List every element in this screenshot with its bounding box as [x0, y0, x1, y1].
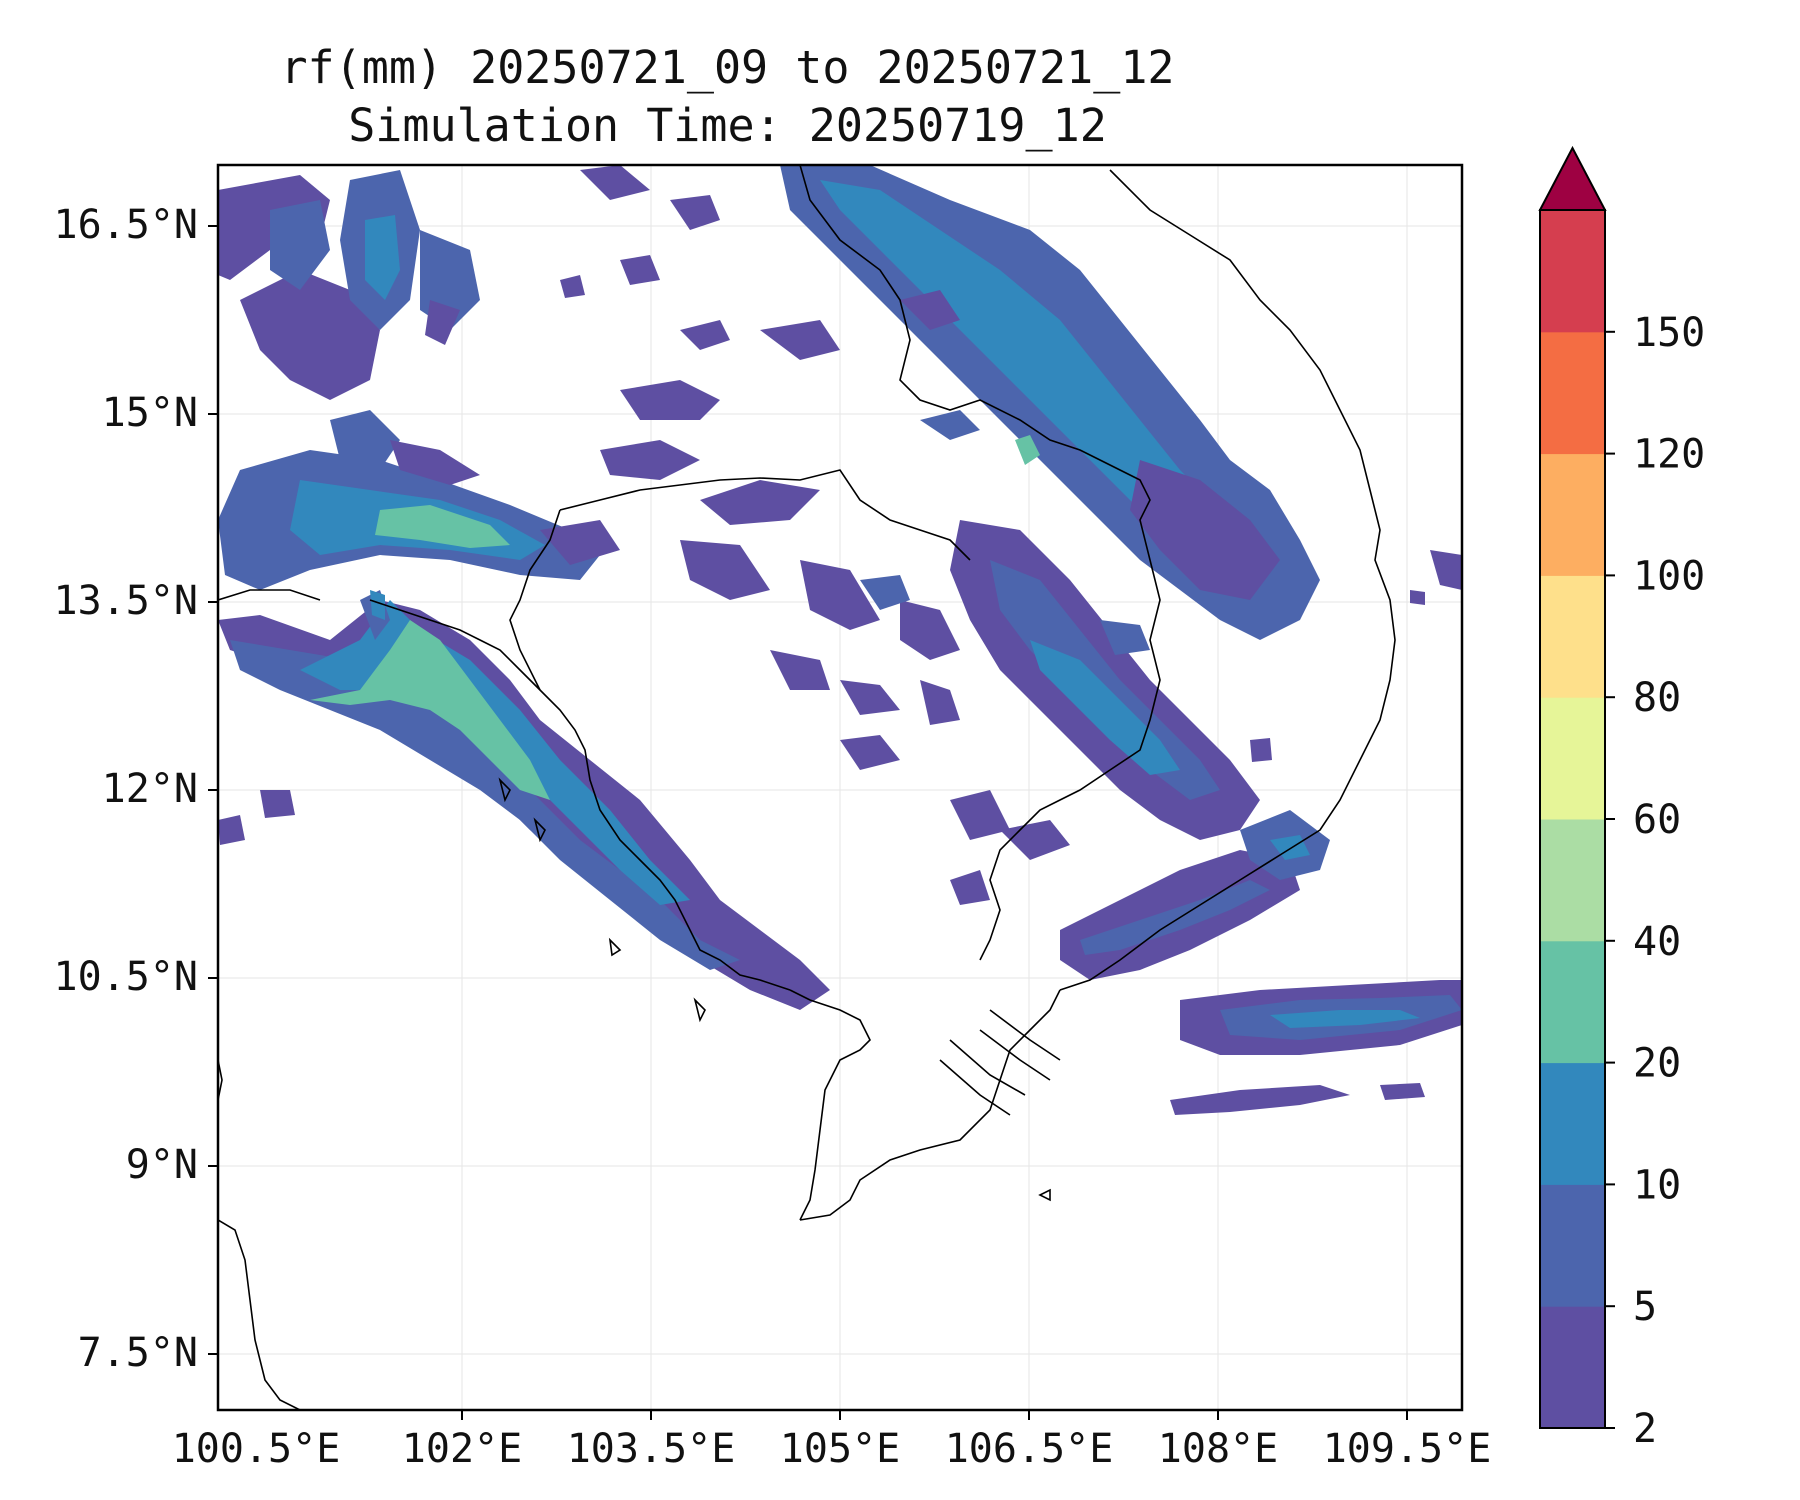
map-subtitle: Simulation Time: 20250719_12: [348, 99, 1107, 152]
thailand-cambodia-border: [559, 469, 971, 561]
colorbar-segment: [1540, 453, 1605, 576]
colorbar-segment: [1540, 819, 1605, 942]
rain-area-east: [780, 165, 1320, 640]
latitude-axis: 16.5°N 15°N 13.5°N 12°N 10.5°N 9°N 7.5°N: [54, 202, 218, 1376]
cambodia-vietnam-border: [799, 165, 1161, 961]
rain-area-west-central: [218, 410, 600, 590]
longitude-axis: 100.5°E 102°E 103.5°E 105°E 106.5°E 108°…: [172, 1410, 1492, 1472]
mekong-delta-coastline: [799, 989, 1061, 1221]
colorbar-segment: [1540, 210, 1605, 333]
map-panel: [216, 163, 1464, 1412]
map-title: rf(mm) 20250721_09 to 20250721_12: [280, 41, 1175, 94]
lon-tick-label: 102°E: [402, 1426, 522, 1472]
colorbar: 2 5 10 20 40 60 80 100 120 150: [1538, 145, 1705, 1452]
rain-area-south-east: [1060, 810, 1330, 980]
lon-tick-label: 105°E: [780, 1426, 900, 1472]
lon-tick-label: 103.5°E: [567, 1426, 736, 1472]
colorbar-tick-label: 80: [1633, 675, 1681, 721]
colorbar-segment: [1540, 697, 1605, 820]
colorbar-segment: [1540, 331, 1605, 455]
peninsula-coastline: [218, 1219, 301, 1410]
rain-area-cambodia-coast: [218, 590, 830, 1010]
colorbar-tick-label: 2: [1633, 1406, 1657, 1452]
rain-area-north-west: [218, 170, 480, 400]
lat-tick-label: 7.5°N: [78, 1330, 198, 1376]
lat-tick-label: 10.5°N: [54, 954, 199, 1000]
gulf-coastline: [789, 989, 871, 1221]
colorbar-tick-label: 100: [1633, 553, 1705, 599]
lon-tick-label: 106.5°E: [945, 1426, 1114, 1472]
colorbar-tick-label: 150: [1633, 310, 1705, 356]
colorbar-tick-label: 120: [1633, 432, 1705, 478]
lat-tick-label: 9°N: [126, 1142, 198, 1188]
colorbar-segment: [1540, 1306, 1605, 1429]
rain-cells-central: [218, 165, 1462, 905]
colorbar-tick-label: 10: [1633, 1162, 1681, 1208]
rain-area-offshore: [1170, 980, 1462, 1115]
lat-tick-label: 16.5°N: [54, 202, 199, 248]
lat-tick-label: 12°N: [102, 766, 198, 812]
lon-tick-label: 108°E: [1158, 1426, 1278, 1472]
lon-tick-label: 109.5°E: [1323, 1426, 1492, 1472]
coastlines-and-borders: [218, 165, 1396, 1410]
colorbar-tick-label: 20: [1633, 1041, 1681, 1087]
colorbar-tick-label: 5: [1633, 1284, 1657, 1330]
lat-tick-label: 15°N: [102, 390, 198, 436]
colorbar-segment: [1540, 575, 1605, 698]
colorbar-segment: [1540, 1062, 1605, 1185]
vietnam-coastline: [1059, 169, 1396, 991]
lat-tick-label: 13.5°N: [54, 578, 199, 624]
rain-cells-central-blue: [860, 410, 1150, 655]
lon-tick-label: 100.5°E: [172, 1426, 341, 1472]
rainfall-contours: [218, 165, 1462, 1115]
colorbar-tick-label: 40: [1633, 919, 1681, 965]
colorbar-segment: [1540, 940, 1605, 1064]
colorbar-segment: [1540, 1184, 1605, 1307]
colorbar-tick-label: 60: [1633, 797, 1681, 843]
colorbar-extend-arrow: [1538, 145, 1607, 211]
